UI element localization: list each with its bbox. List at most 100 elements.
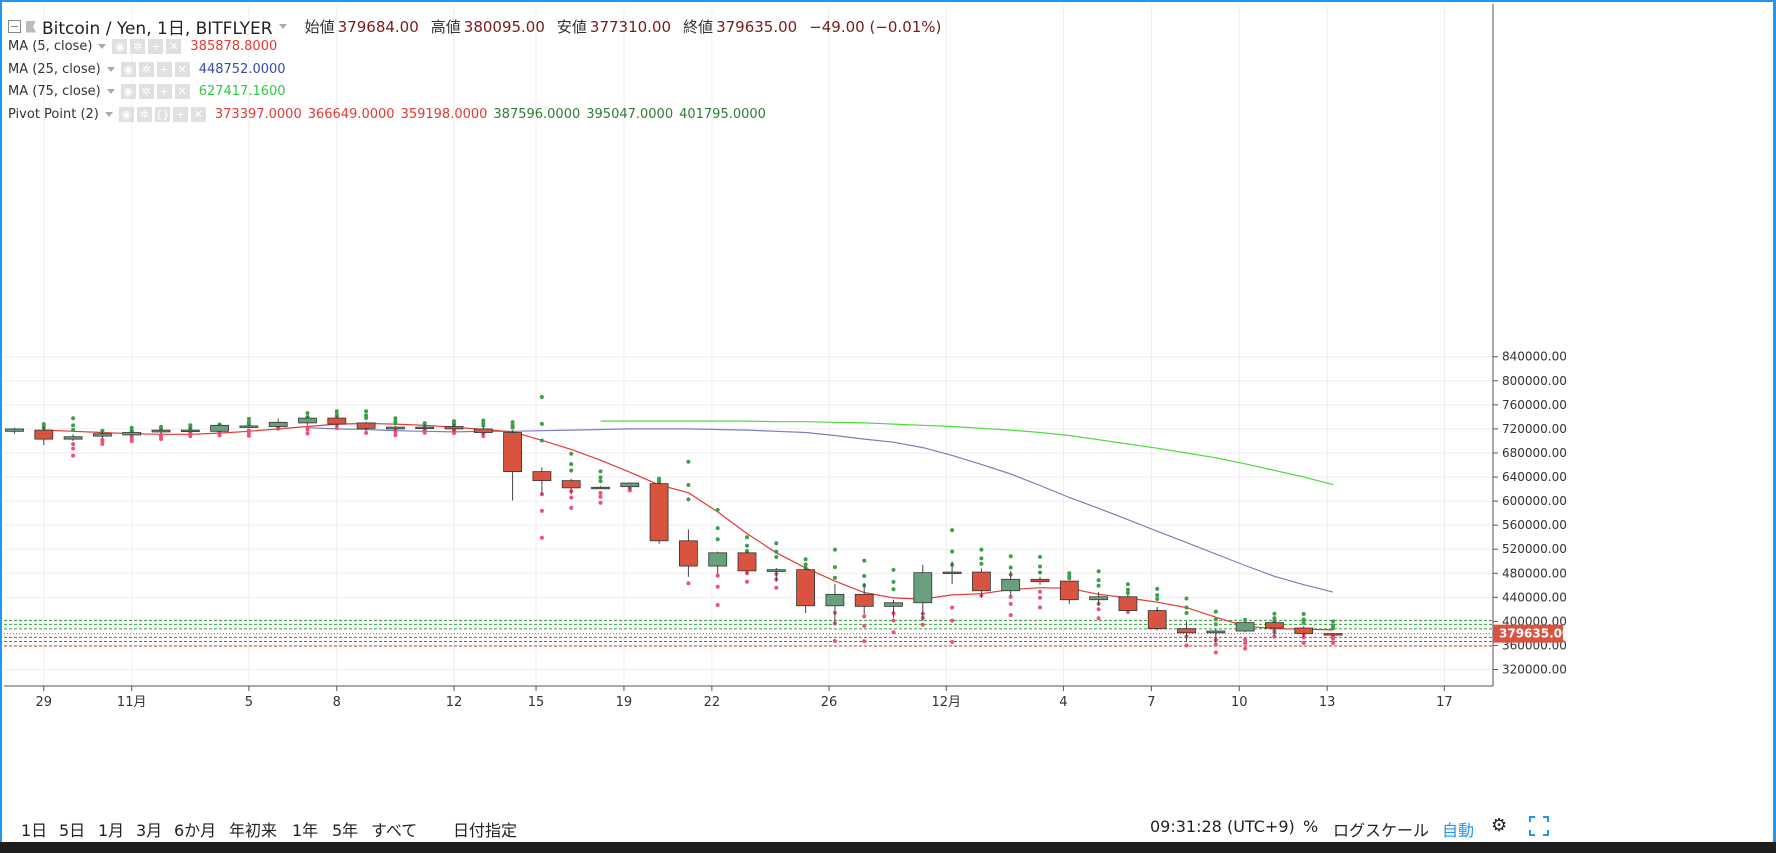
candle[interactable] <box>1235 620 1255 633</box>
plus-icon[interactable]: + <box>156 62 172 77</box>
candle[interactable] <box>5 427 24 434</box>
eye-icon[interactable]: ◉ <box>112 39 128 54</box>
timeframe-button[interactable]: 3月 <box>136 821 163 840</box>
indicator-name[interactable]: MA (25, close) <box>8 62 101 77</box>
candle[interactable] <box>1265 621 1284 636</box>
timeframe-button[interactable]: 年初来 <box>229 821 278 840</box>
candle[interactable] <box>327 415 347 427</box>
candle[interactable] <box>210 424 230 433</box>
gear-icon[interactable]: ✲ <box>138 62 154 77</box>
chevron-down-icon[interactable] <box>106 89 115 94</box>
candle[interactable] <box>356 421 376 431</box>
candle[interactable] <box>796 567 815 613</box>
plus-icon[interactable]: + <box>148 39 164 54</box>
fullscreen-icon[interactable] <box>1529 816 1549 840</box>
candle[interactable] <box>737 551 757 574</box>
candle[interactable] <box>63 434 83 441</box>
indicator-legend[interactable]: MA (5, close) ◉ ✲ + ✕ 385878.8000 <box>8 39 277 54</box>
candle[interactable] <box>444 424 464 432</box>
timeframe-button[interactable]: 1月 <box>98 821 125 840</box>
candle[interactable] <box>385 425 405 431</box>
candle[interactable] <box>561 478 581 495</box>
log-scale-toggle[interactable]: ログスケール <box>1333 821 1430 840</box>
source-icon[interactable]: {} <box>154 107 170 122</box>
candle[interactable] <box>93 431 112 438</box>
indicator-name[interactable]: MA (5, close) <box>8 39 93 54</box>
indicator-legend[interactable]: MA (25, close) ◉ ✲ + ✕ 448752.0000 <box>8 62 286 77</box>
candle[interactable] <box>708 551 728 574</box>
indicator-legend[interactable]: Pivot Point (2) ◉ ✲{} + ✕ 373397.0000 366649.0… <box>8 107 766 122</box>
candle[interactable] <box>1177 621 1196 642</box>
timeframe-button[interactable]: 6か月 <box>174 821 217 840</box>
eye-icon[interactable]: ◉ <box>120 84 136 99</box>
pivot-dot <box>1184 643 1189 648</box>
plus-icon[interactable]: + <box>156 84 172 99</box>
timeframe-button[interactable]: 1日 <box>21 821 48 840</box>
eye-icon[interactable]: ◉ <box>120 62 136 77</box>
candle[interactable] <box>1206 628 1226 644</box>
chevron-down-icon[interactable] <box>106 67 115 72</box>
candle[interactable] <box>298 416 317 425</box>
candle[interactable] <box>532 467 552 495</box>
indicator-name[interactable]: MA (75, close) <box>8 84 101 99</box>
timeframe-button[interactable]: すべて <box>371 821 418 840</box>
candle[interactable] <box>679 529 698 577</box>
indicator-legend[interactable]: MA (75, close) ◉ ✲ + ✕ 627417.1600 <box>8 84 286 99</box>
indicator-value: 373397.0000 <box>214 107 302 122</box>
candle[interactable] <box>620 482 640 490</box>
candle[interactable] <box>1001 570 1021 597</box>
gear-icon[interactable]: ✲ <box>130 39 146 54</box>
chevron-down-icon[interactable] <box>278 24 287 29</box>
auto-scale-toggle[interactable]: 自動 <box>1442 821 1475 840</box>
close-icon[interactable]: ✕ <box>174 84 190 99</box>
price-chart[interactable]: 840000.00 800000.00 760000.00 720000.00 6800… <box>0 0 1776 812</box>
candle[interactable] <box>268 418 288 429</box>
candle[interactable] <box>180 427 200 433</box>
candle[interactable] <box>151 428 171 434</box>
flag-icon[interactable] <box>26 20 36 33</box>
candle[interactable] <box>473 425 493 435</box>
close-icon[interactable]: ✕ <box>174 62 190 77</box>
candle[interactable] <box>503 430 523 501</box>
candle[interactable] <box>1323 633 1343 636</box>
candle[interactable] <box>1059 580 1079 604</box>
candle[interactable] <box>34 426 54 446</box>
clock-display[interactable]: 09:31:28 (UTC+9) <box>1150 817 1295 836</box>
close-icon[interactable]: ✕ <box>190 107 206 122</box>
candle[interactable] <box>913 564 933 621</box>
indicator-name[interactable]: Pivot Point (2) <box>8 107 99 122</box>
percent-toggle[interactable]: % <box>1303 817 1319 836</box>
candle[interactable] <box>1089 591 1108 606</box>
timeframe-button[interactable]: 1年 <box>292 821 319 840</box>
date-range-button[interactable]: 日付指定 <box>453 821 518 840</box>
candle[interactable] <box>884 599 903 618</box>
chevron-down-icon[interactable] <box>98 44 107 49</box>
candle[interactable] <box>854 582 874 615</box>
timeframe-button[interactable]: 5年 <box>332 821 359 840</box>
candle[interactable] <box>239 425 259 428</box>
candle[interactable] <box>972 568 991 598</box>
eye-icon[interactable]: ◉ <box>118 107 134 122</box>
candle[interactable] <box>825 584 845 625</box>
candle[interactable] <box>649 483 669 544</box>
candle[interactable] <box>1147 606 1167 631</box>
candle[interactable] <box>415 424 435 431</box>
candle[interactable] <box>591 486 610 490</box>
candle[interactable] <box>1118 594 1138 611</box>
gear-icon[interactable]: ✲ <box>136 107 152 122</box>
collapse-icon[interactable] <box>8 20 21 33</box>
bottom-toolbar: 1日 5日 1月 3月 6か月 年初来 1年 5年 すべて 日付指定 09:31:28 (UTC… <box>2 812 1773 842</box>
gear-icon[interactable]: ⚙ <box>1491 815 1508 836</box>
candle[interactable] <box>766 567 786 582</box>
chevron-down-icon[interactable] <box>104 112 113 117</box>
close-icon[interactable]: ✕ <box>166 39 182 54</box>
symbol-title[interactable]: Bitcoin / Yen, 1日, BITFLYER <box>42 19 273 39</box>
candle[interactable] <box>942 561 962 585</box>
plus-icon[interactable]: + <box>172 107 188 122</box>
candle[interactable] <box>1294 626 1314 638</box>
candle[interactable] <box>1030 576 1050 585</box>
gear-icon[interactable]: ✲ <box>138 84 154 99</box>
timeframe-button[interactable]: 5日 <box>59 821 86 840</box>
pivot-dot <box>862 639 867 644</box>
candle[interactable] <box>122 430 142 437</box>
